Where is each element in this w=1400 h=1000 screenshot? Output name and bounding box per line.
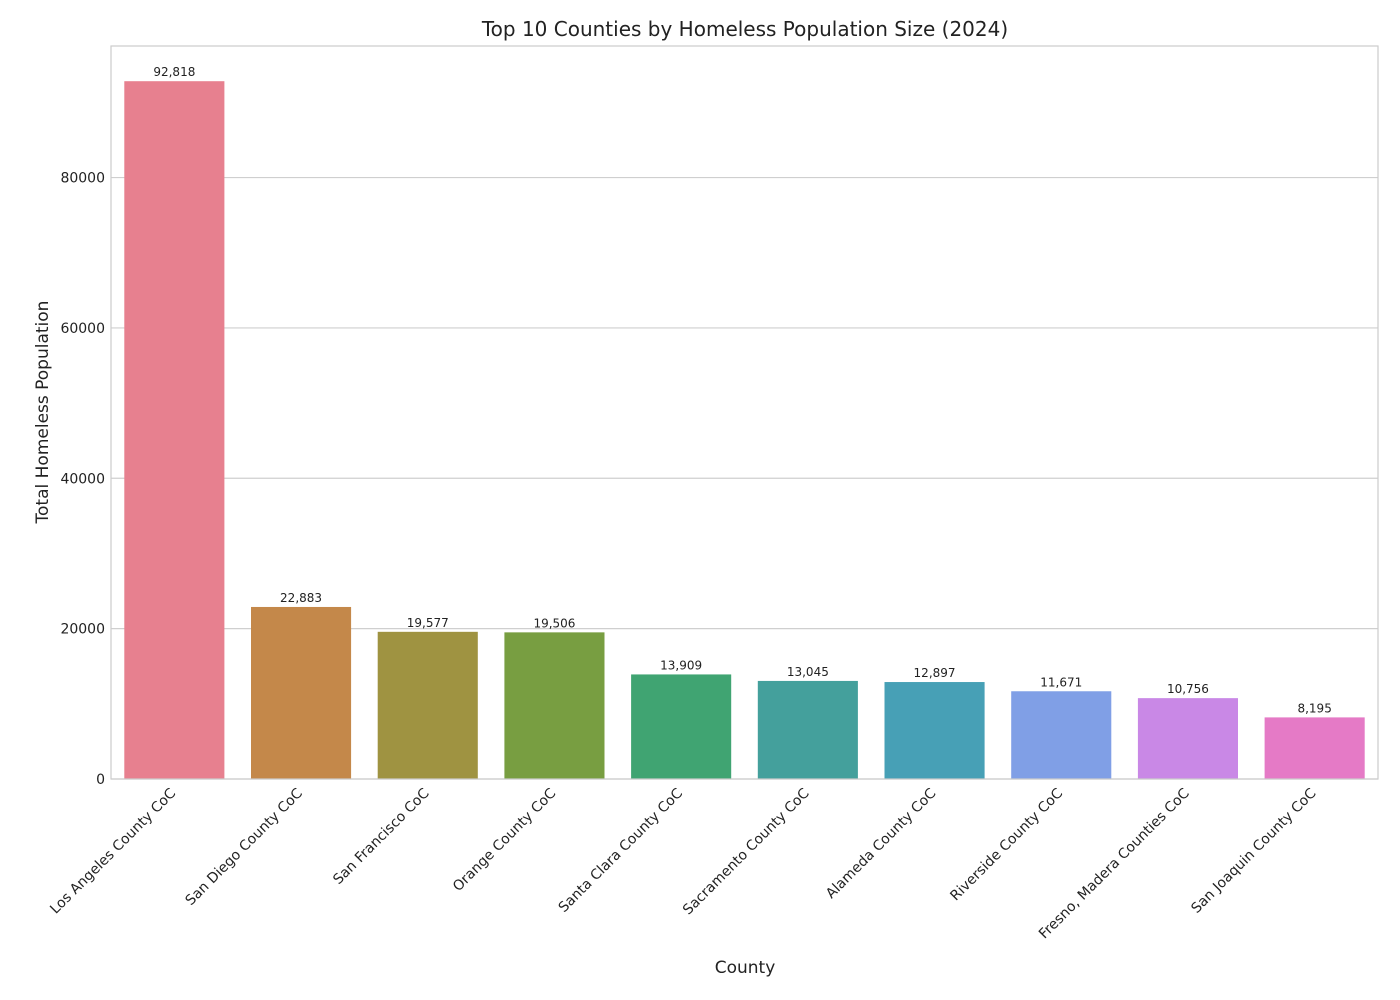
y-tick-label: 80000	[60, 171, 105, 187]
bar-value-label: 19,577	[407, 616, 449, 630]
bar	[631, 674, 732, 779]
bar-value-label: 19,506	[533, 616, 575, 630]
bar	[757, 680, 858, 779]
bar-value-label: 12,897	[914, 666, 956, 680]
bar-value-label: 22,883	[280, 591, 322, 605]
x-tick-label: Sacramento County CoC	[680, 785, 813, 918]
x-axis-label: County	[715, 958, 776, 978]
bar-value-label: 11,671	[1040, 675, 1082, 689]
x-tick-label: Los Angeles County CoC	[47, 785, 179, 917]
plot-frame	[110, 45, 1379, 780]
y-axis-label: Total Homeless Population	[33, 301, 53, 525]
x-tick-label: San Joaquin County CoC	[1188, 785, 1319, 916]
bar	[1011, 691, 1112, 779]
x-tick-label: Orange County CoC	[450, 785, 559, 894]
bar	[1137, 698, 1238, 779]
bar-value-label: 13,909	[660, 658, 702, 672]
bar	[884, 682, 985, 779]
x-tick-label: San Francisco CoC	[330, 785, 433, 888]
bar	[504, 632, 605, 779]
bar-value-label: 8,195	[1297, 701, 1331, 715]
y-tick-label: 60000	[60, 321, 105, 337]
y-axis-ticks: 0 20000 40000 60000 80000	[60, 171, 105, 788]
bars	[124, 81, 1365, 779]
bar	[251, 606, 352, 779]
y-tick-label: 20000	[60, 622, 105, 638]
y-tick-label: 0	[96, 772, 105, 788]
bar-value-label: 92,818	[153, 65, 195, 79]
x-tick-label: Fresno, Madera Counties CoC	[1036, 785, 1193, 942]
bar-value-label: 10,756	[1167, 682, 1209, 696]
x-tick-label: Riverside County CoC	[947, 785, 1066, 904]
bar-value-label: 13,045	[787, 665, 829, 679]
x-tick-label: Santa Clara County CoC	[556, 785, 686, 915]
bar-value-labels: 92,818 22,883 19,577 19,506 13,909 13,045 12,8…	[153, 65, 1331, 715]
bar	[377, 631, 478, 779]
x-tick-label: San Diego County CoC	[183, 785, 306, 908]
bar	[1264, 717, 1365, 779]
x-tick-label: Alameda County CoC	[823, 785, 940, 902]
y-tick-label: 40000	[60, 471, 105, 487]
chart-title: Top 10 Counties by Homeless Population S…	[481, 17, 1008, 41]
bar	[124, 81, 225, 779]
x-axis-ticks: Los Angeles County CoC San Diego County C…	[47, 785, 1319, 942]
